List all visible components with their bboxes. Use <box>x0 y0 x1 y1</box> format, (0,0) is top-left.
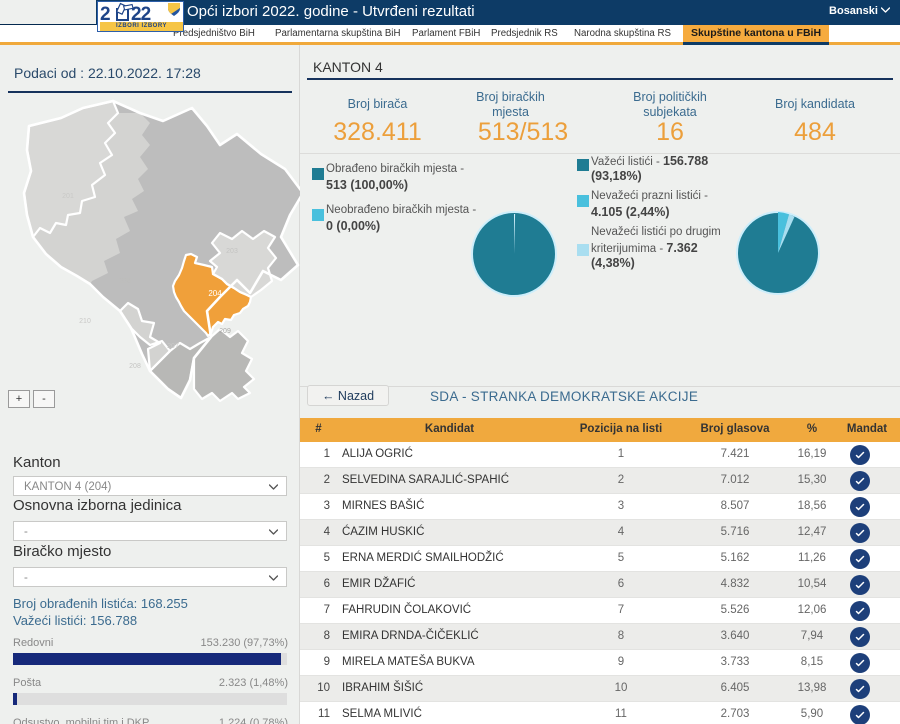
svg-text:208: 208 <box>129 363 141 370</box>
svg-text:2: 2 <box>100 4 110 24</box>
svg-text:206: 206 <box>119 278 131 285</box>
svg-text:22: 22 <box>131 4 151 24</box>
svg-text:207: 207 <box>167 343 179 350</box>
svg-text:209: 209 <box>219 328 231 335</box>
svg-text:203: 203 <box>226 248 238 255</box>
svg-text:204: 204 <box>208 289 222 298</box>
svg-text:210: 210 <box>79 318 91 325</box>
svg-text:201: 201 <box>62 193 74 200</box>
